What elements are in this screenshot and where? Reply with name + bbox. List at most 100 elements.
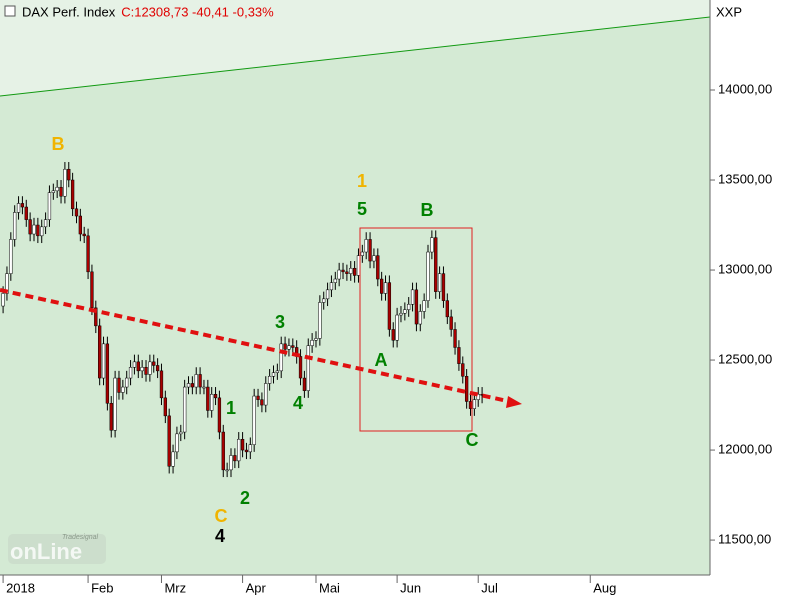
wave-label: 1	[226, 398, 236, 418]
candle-body	[422, 300, 426, 312]
x-tick-label: Feb	[91, 580, 113, 595]
candle-body	[74, 208, 79, 217]
candle-body	[86, 235, 90, 273]
candle-body	[128, 367, 133, 379]
candle-body	[341, 269, 345, 273]
candle-body	[105, 343, 110, 404]
candle-body	[453, 329, 457, 348]
wave-label: 4	[293, 393, 303, 413]
candle-body	[190, 383, 195, 388]
candle-body	[217, 397, 222, 433]
x-tick-label: Mrz	[164, 580, 186, 595]
candle-body	[20, 203, 25, 208]
candle-body	[410, 289, 415, 305]
candle-body	[372, 255, 376, 262]
x-tick-label: 2018	[6, 580, 35, 595]
candle-body	[472, 399, 477, 409]
candle-body	[175, 433, 179, 453]
candle-body	[441, 273, 446, 301]
channel-top-area	[0, 0, 710, 96]
wave-label: 1	[357, 171, 367, 191]
wave-label: 5	[357, 199, 367, 219]
candle-body	[383, 282, 388, 294]
y-tick-label: 11500,00	[718, 532, 771, 547]
candle-body	[198, 374, 202, 388]
candle-body	[264, 383, 268, 406]
y-tick-label: 14000,00	[718, 81, 772, 96]
candles	[1, 162, 484, 478]
candle-body	[252, 395, 256, 445]
candle-body	[70, 179, 75, 210]
candle-body	[171, 451, 175, 467]
x-tick-label: Jul	[481, 580, 498, 595]
candle-body	[132, 361, 137, 368]
candle-body	[9, 239, 13, 274]
candle-body	[121, 386, 125, 393]
candle-body	[159, 370, 164, 399]
candle-body	[36, 224, 40, 237]
logo-background	[8, 534, 106, 564]
candle-body	[283, 343, 287, 350]
candle-body	[144, 367, 148, 375]
candle-body	[186, 383, 191, 388]
candle-body	[32, 224, 36, 235]
candle-body	[237, 439, 241, 462]
candle-body	[179, 431, 183, 435]
candle-body	[434, 237, 438, 292]
price-axis-area	[710, 0, 800, 600]
x-tick-label: Jun	[400, 580, 421, 595]
candle-body	[476, 394, 480, 400]
logo-name: onLine	[10, 539, 82, 564]
candle-body	[256, 395, 260, 400]
y-tick-label: 13000,00	[718, 261, 772, 276]
logo-brand: Tradesignal	[62, 534, 99, 541]
candle-body	[260, 399, 264, 406]
candle-body	[360, 251, 364, 256]
candle-body	[125, 377, 129, 388]
candle-body	[395, 314, 399, 341]
candle-body	[229, 455, 233, 471]
candle-body	[194, 374, 198, 388]
candle-body	[55, 186, 59, 192]
candle-body	[59, 186, 63, 197]
wave-label: B	[52, 134, 65, 154]
candle-body	[352, 267, 357, 276]
wave-label: C	[215, 506, 228, 526]
candle-body	[291, 345, 295, 348]
candle-body	[155, 365, 160, 372]
candle-body	[407, 303, 411, 310]
trend-line	[0, 16, 711, 97]
wave-label: 2	[240, 488, 250, 508]
candle-body	[267, 376, 272, 384]
candle-body	[28, 219, 32, 235]
candle-body	[368, 239, 372, 262]
candle-body	[94, 307, 98, 327]
candle-body	[329, 282, 334, 291]
candle-body	[333, 278, 337, 283]
x-tick-label: Mai	[319, 580, 340, 595]
y-tick-label: 13500,00	[718, 171, 772, 186]
candle-body	[90, 271, 94, 309]
candle-body	[337, 269, 341, 280]
candle-body	[275, 370, 280, 373]
candle-body	[152, 361, 156, 366]
candle-body	[13, 212, 17, 240]
candle-body	[287, 345, 291, 350]
candle-body	[40, 226, 44, 237]
candle-body	[244, 449, 249, 453]
candle-body	[82, 233, 86, 237]
candle-body	[318, 302, 322, 339]
candle-body	[364, 239, 368, 253]
candle-body	[376, 255, 380, 280]
wave-label: C	[466, 430, 479, 450]
candle-body	[221, 431, 225, 471]
candle-body	[445, 300, 449, 318]
candle-body	[325, 289, 330, 300]
candle-body	[63, 168, 67, 197]
highlight-box	[359, 227, 473, 432]
candle-body	[461, 363, 465, 377]
candle-body	[202, 386, 206, 389]
candle-body	[148, 361, 152, 375]
candle-body	[345, 271, 349, 274]
candle-body	[233, 455, 237, 462]
